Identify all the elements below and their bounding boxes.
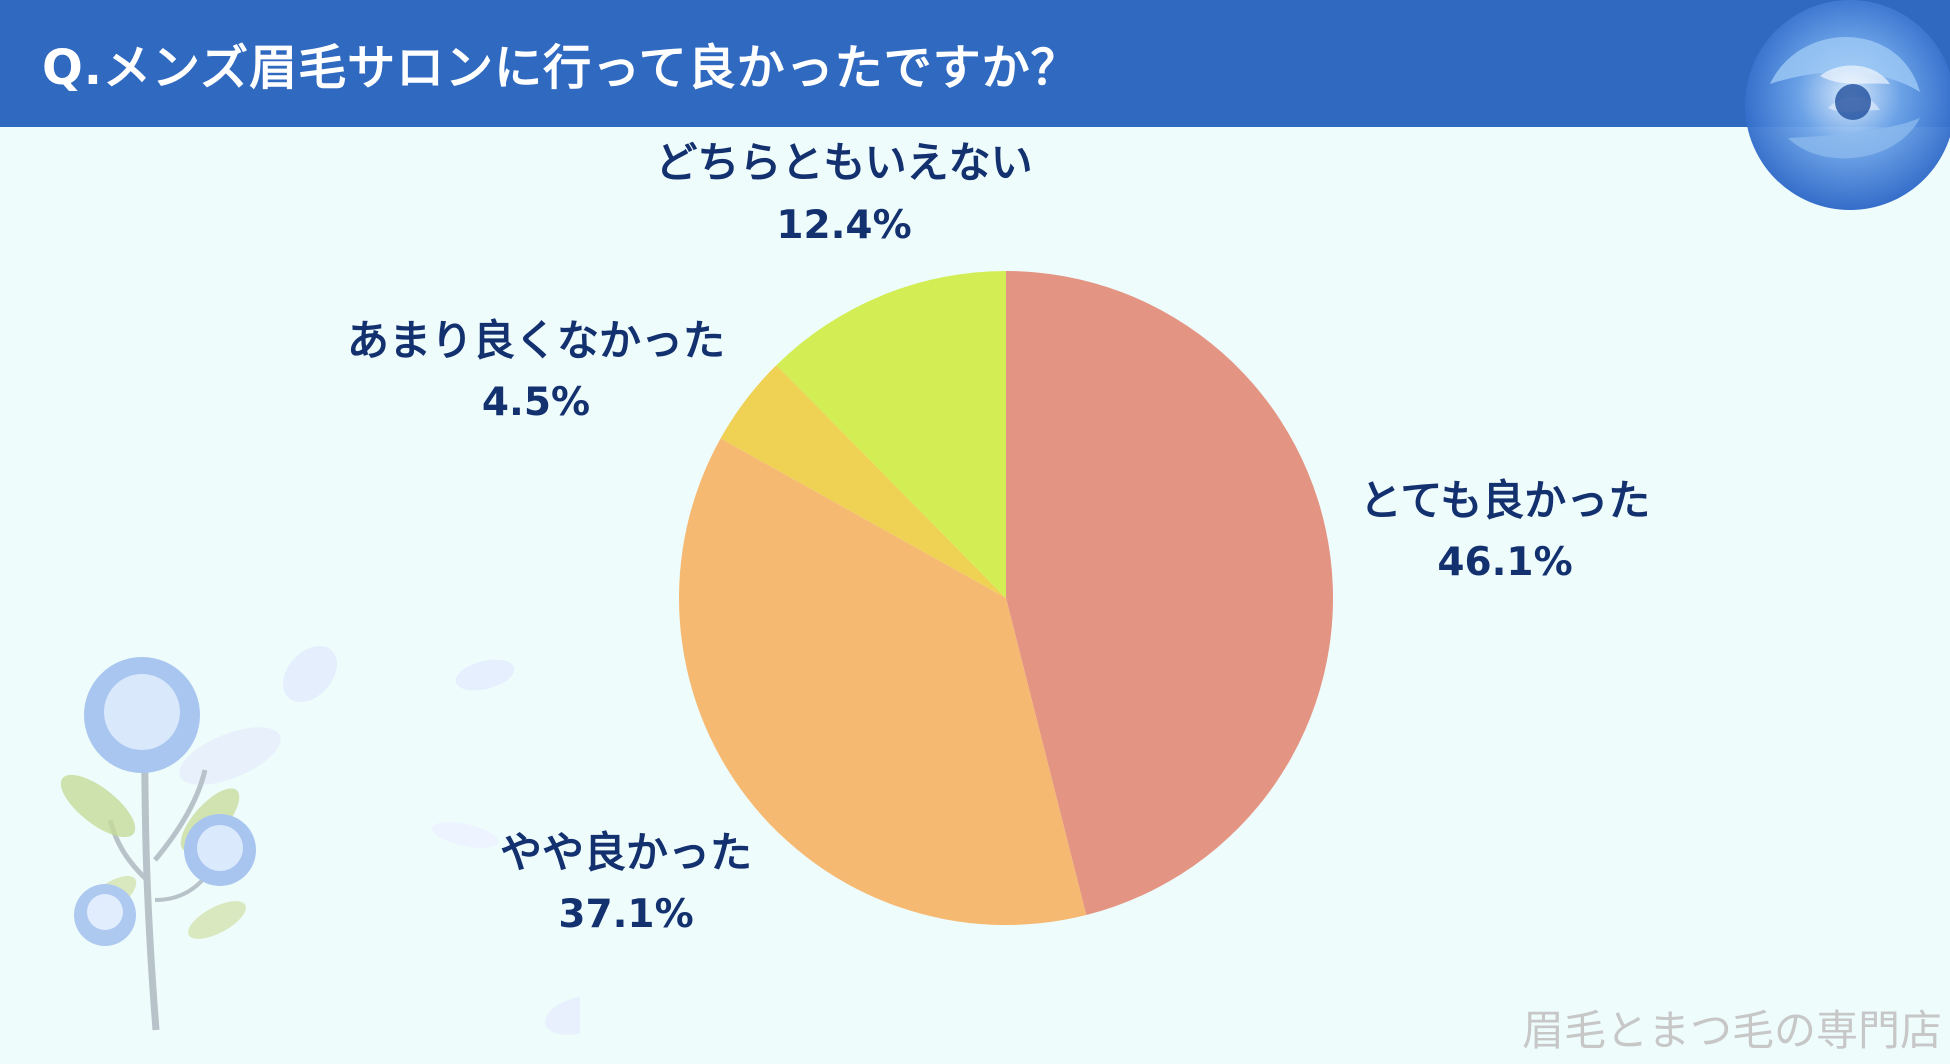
pie-value-4: 12.4% — [776, 203, 911, 248]
pie-slice-2 — [679, 438, 1087, 925]
footer-watermark: 眉毛とまつ毛の専門店 — [1521, 1006, 1942, 1055]
pie-label-4: どちらともいえない — [655, 138, 1032, 187]
pie-label-1: とても良かった — [1360, 476, 1651, 525]
pie-label-3: あまり良くなかった — [347, 316, 725, 365]
pie-value-3: 4.5% — [482, 380, 590, 425]
pie-slice-3 — [720, 365, 1006, 598]
pie-value-1: 46.1% — [1437, 540, 1572, 585]
pie-label-2: やや良かった — [500, 828, 752, 877]
title-bar: Q.メンズ眉毛サロンに行って良かったですか？ — [0, 0, 1950, 127]
pie-slice-4 — [776, 271, 1006, 598]
page-title: Q.メンズ眉毛サロンに行って良かったですか？ — [42, 40, 1080, 96]
pie-slice-1 — [1006, 271, 1334, 916]
pie-value-2: 37.1% — [558, 892, 693, 937]
